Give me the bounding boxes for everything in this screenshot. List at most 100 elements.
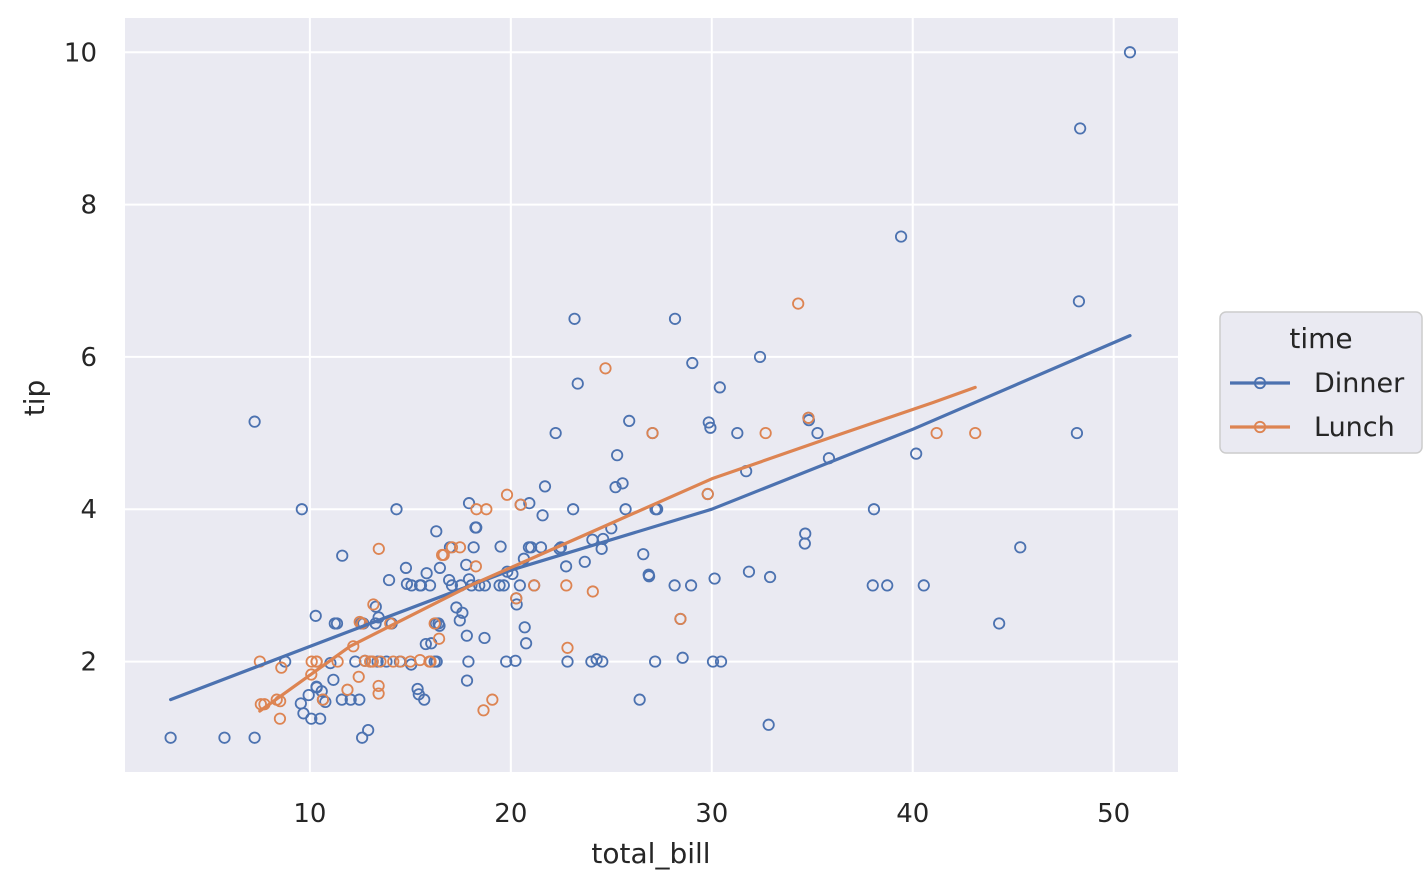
data-point	[619, 503, 632, 516]
data-point	[411, 682, 424, 696]
data-point	[560, 579, 573, 592]
data-point	[335, 693, 348, 706]
data-point	[445, 579, 459, 592]
data-point	[460, 629, 473, 642]
data-point	[763, 570, 777, 584]
y-tick-label: 8	[80, 191, 97, 221]
data-point	[799, 527, 812, 540]
data-point	[494, 540, 507, 553]
y-tick-label: 4	[80, 495, 97, 525]
data-point	[248, 731, 261, 744]
fit-lines	[169, 334, 1132, 713]
data-point	[405, 579, 418, 592]
data-point	[316, 693, 330, 706]
data-point	[486, 693, 499, 706]
data-point	[637, 548, 650, 561]
data-point	[1014, 541, 1027, 554]
data-point	[374, 655, 387, 668]
data-point	[356, 731, 369, 744]
data-point	[456, 606, 469, 619]
data-point	[445, 541, 459, 554]
data-point	[867, 503, 881, 516]
data-point	[713, 381, 726, 394]
legend-marker	[1253, 376, 1267, 390]
data-point	[510, 598, 523, 611]
data-point	[372, 687, 385, 700]
data-point	[917, 579, 930, 592]
data-point	[319, 695, 332, 709]
data-point	[390, 503, 403, 516]
data-point	[500, 655, 513, 668]
legend-label: Lunch	[1314, 412, 1395, 443]
data-point	[523, 497, 536, 510]
data-point	[477, 704, 490, 717]
data-point	[164, 731, 177, 744]
legend-box	[1219, 311, 1423, 454]
data-point	[714, 655, 728, 668]
x-tick-label: 40	[896, 799, 929, 829]
data-point	[910, 447, 923, 460]
data-point	[432, 632, 446, 645]
data-point	[561, 655, 574, 668]
data-point	[568, 312, 581, 325]
data-point	[930, 426, 943, 440]
data-point	[500, 488, 514, 501]
data-point	[295, 503, 308, 516]
data-point	[399, 561, 413, 574]
data-point	[418, 693, 431, 706]
data-point	[478, 631, 491, 645]
data-point	[894, 230, 908, 243]
y-tick-labels: 2 4 6 8 10	[64, 38, 97, 677]
data-point	[467, 541, 480, 554]
data-point	[571, 377, 584, 390]
x-axis-label: total_bill	[591, 837, 710, 870]
data-point	[366, 655, 379, 668]
x-tick-label: 50	[1097, 799, 1130, 829]
data-point	[309, 609, 322, 622]
data-point	[611, 449, 624, 462]
data-point	[753, 350, 767, 364]
y-tick-label: 10	[64, 38, 97, 68]
data-point	[430, 655, 443, 668]
data-point	[358, 654, 372, 667]
data-point	[708, 572, 721, 585]
data-point	[534, 541, 548, 554]
data-point	[1070, 426, 1084, 440]
data-point	[599, 362, 612, 375]
data-point	[668, 312, 682, 325]
data-point	[706, 655, 720, 668]
data-point	[762, 718, 775, 731]
data-point	[1123, 46, 1137, 59]
plot-background	[125, 18, 1178, 772]
data-point	[676, 651, 689, 664]
x-tick-label: 30	[695, 799, 728, 829]
data-point	[470, 521, 483, 534]
data-point	[686, 356, 699, 370]
data-point	[248, 415, 261, 428]
legend-label: Dinner	[1314, 368, 1405, 399]
data-point	[559, 560, 573, 573]
data-point	[414, 579, 428, 592]
x-tick-label: 10	[293, 799, 326, 829]
data-point	[609, 481, 622, 494]
data-point	[460, 674, 474, 687]
legend-title: time	[1289, 322, 1352, 355]
data-point	[497, 579, 510, 592]
data-point	[623, 414, 636, 427]
data-point	[549, 426, 562, 440]
legend-item-dinner: Dinner	[1230, 368, 1405, 399]
data-point	[480, 503, 493, 516]
data-point	[792, 297, 805, 310]
legend: time Dinner Lunch	[1219, 311, 1423, 454]
data-point	[380, 655, 393, 668]
data-point	[674, 612, 687, 626]
data-point	[367, 598, 380, 611]
data-point	[514, 498, 527, 511]
data-point	[1072, 295, 1086, 308]
data-point	[218, 731, 231, 744]
data-point	[646, 426, 659, 440]
data-point	[596, 532, 610, 546]
data-point	[387, 655, 400, 668]
data-point	[536, 509, 549, 522]
